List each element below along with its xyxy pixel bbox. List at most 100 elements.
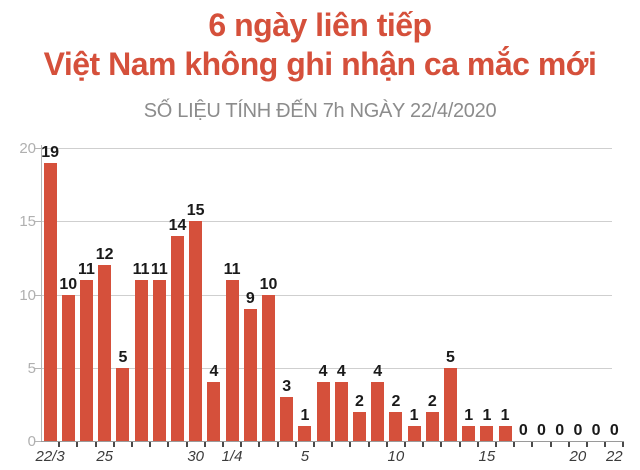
x-axis-tick: [367, 442, 370, 447]
bar: [425, 411, 439, 441]
bar: [371, 382, 385, 441]
bar-value-label: 1: [409, 407, 419, 425]
x-axis-tick: [331, 442, 334, 447]
bar-value-label: 1: [300, 407, 310, 425]
bar: [444, 367, 457, 441]
y-axis-tick: [34, 148, 41, 149]
bar: [207, 382, 221, 441]
bar: [61, 294, 75, 441]
x-axis-tick: [149, 442, 152, 447]
x-axis-tick: [58, 442, 61, 447]
bar-value-label: 0: [591, 422, 601, 439]
bar: [334, 382, 348, 441]
x-axis-tick: [495, 442, 497, 447]
gridline: [41, 367, 612, 369]
bar: [262, 294, 275, 441]
bar: [98, 265, 112, 441]
bar-value-label: 4: [209, 363, 219, 381]
x-axis-tick: [567, 442, 570, 447]
bar: [480, 426, 494, 441]
bar: [498, 426, 512, 441]
y-axis-label: 10: [19, 286, 36, 304]
bar: [171, 235, 184, 441]
bar: [134, 279, 148, 441]
y-axis-label: 20: [19, 140, 36, 157]
bar-value-label: 11: [150, 260, 168, 278]
bar: [298, 426, 312, 441]
x-axis-tick: [622, 442, 625, 447]
x-axis-tick: [94, 442, 97, 447]
bar-value-label: 5: [118, 348, 128, 366]
bar-value-label: 0: [537, 422, 546, 439]
x-axis-tick: [203, 442, 206, 447]
bar: [280, 397, 294, 441]
x-axis-label: 22: [605, 448, 623, 465]
x-axis-line: [41, 441, 625, 442]
bar-value-label: 1: [482, 407, 492, 425]
x-axis-tick: [167, 442, 170, 447]
x-axis-label: 25: [96, 448, 114, 465]
bar-value-label: 2: [427, 392, 437, 410]
x-axis-tick: [458, 442, 461, 447]
x-axis-label: 20: [569, 448, 587, 465]
bar: [462, 426, 476, 441]
bar-value-label: 2: [391, 392, 401, 410]
x-axis-label: 15: [478, 448, 496, 465]
x-axis-tick: [349, 442, 352, 447]
bar-value-label: 0: [555, 422, 565, 439]
chart-title: 6 ngày liên tiếp Việt Nam không ghi nhận…: [0, 6, 640, 84]
y-axis-tick: [34, 367, 41, 369]
bar-value-label: 0: [609, 422, 619, 439]
x-axis-tick: [222, 442, 224, 447]
y-axis-tick: [34, 294, 41, 296]
gridline: [41, 294, 612, 296]
x-axis-tick: [76, 442, 79, 447]
bar-value-label: 4: [336, 363, 346, 381]
bar-value-label: 19: [41, 143, 59, 161]
bar-value-label: 14: [168, 216, 187, 234]
bar-value-label: 5: [446, 348, 455, 366]
x-axis-tick: [185, 442, 188, 447]
bar-value-label: 0: [573, 422, 583, 439]
bar-value-label: 11: [78, 260, 95, 278]
x-axis-tick: [604, 442, 607, 447]
bar-value-label: 15: [186, 202, 205, 220]
x-axis-tick: [294, 442, 297, 447]
bar: [316, 382, 330, 441]
x-axis-tick: [276, 442, 279, 447]
bar-value-label: 1: [464, 407, 474, 425]
x-axis-tick: [385, 442, 388, 447]
x-axis-tick: [549, 442, 552, 447]
y-axis-tick: [34, 221, 41, 223]
chart-subtitle: SỐ LIỆU TÍNH ĐẾN 7h NGÀY 22/4/2020: [143, 100, 497, 122]
bar: [80, 279, 93, 441]
bar: [189, 221, 203, 441]
y-axis-line: [41, 145, 42, 441]
bar-value-label: 10: [59, 275, 78, 293]
x-axis-label: 1/4: [221, 448, 243, 465]
chart-title-line2: Việt Nam không ghi nhận ca mắc mới: [43, 46, 597, 82]
bar: [43, 162, 57, 441]
x-axis-tick: [513, 442, 516, 447]
x-axis-tick: [586, 442, 588, 447]
x-axis-tick: [404, 442, 406, 447]
bar: [116, 367, 130, 441]
bar-value-label: 4: [373, 363, 383, 381]
bar: [243, 309, 257, 441]
x-axis-tick: [422, 442, 425, 447]
y-axis-label: 0: [27, 433, 36, 450]
x-axis-label: 10: [387, 448, 405, 465]
bar: [225, 279, 239, 441]
x-axis-label: 30: [187, 448, 205, 465]
bar: [353, 411, 366, 441]
x-axis-tick: [476, 442, 479, 447]
bar-value-label: 0: [518, 422, 528, 439]
x-axis-tick: [258, 442, 261, 447]
y-axis-label: 5: [27, 359, 36, 377]
bar: [407, 426, 421, 441]
y-axis-tick: [34, 441, 41, 442]
x-axis-tick: [112, 442, 115, 447]
gridline: [41, 148, 612, 149]
